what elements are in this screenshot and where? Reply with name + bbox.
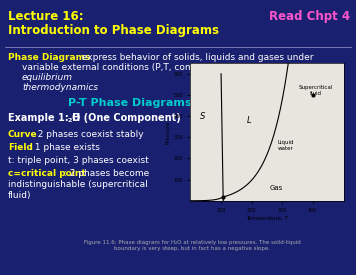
Text: L: L bbox=[246, 116, 251, 125]
Text: Figure 11.6: Phase diagram for H₂O at relatively low pressures. The solid-liquid: Figure 11.6: Phase diagram for H₂O at re… bbox=[84, 240, 300, 251]
X-axis label: Temperature, T: Temperature, T bbox=[246, 216, 288, 221]
Text: : 2 phases become: : 2 phases become bbox=[64, 169, 149, 178]
Text: c=critical point: c=critical point bbox=[8, 169, 86, 178]
Text: variable external conditions (P,T, composition) according to: variable external conditions (P,T, compo… bbox=[22, 63, 295, 72]
Text: : 1 phase exists: : 1 phase exists bbox=[29, 143, 100, 152]
Text: Field: Field bbox=[8, 143, 33, 152]
Text: fluid): fluid) bbox=[8, 191, 31, 200]
Text: Example 1: H: Example 1: H bbox=[8, 113, 80, 123]
Text: indistinguishable (supercritical: indistinguishable (supercritical bbox=[8, 180, 148, 189]
Text: Supercritical
fluid: Supercritical fluid bbox=[299, 85, 333, 96]
Text: P-T Phase Diagrams: P-T Phase Diagrams bbox=[68, 98, 192, 108]
Text: Gas: Gas bbox=[269, 185, 283, 191]
Text: equilibrium: equilibrium bbox=[22, 73, 73, 82]
Text: S: S bbox=[200, 112, 205, 121]
Text: Lecture 16:: Lecture 16: bbox=[8, 10, 84, 23]
Text: O (One Component): O (One Component) bbox=[72, 113, 181, 123]
Text: : 2 phases coexist stably: : 2 phases coexist stably bbox=[32, 130, 143, 139]
Text: Read Chpt 4: Read Chpt 4 bbox=[269, 10, 350, 23]
Text: Liquid
water: Liquid water bbox=[277, 140, 294, 151]
Text: : express behavior of solids, liquids and gases under: : express behavior of solids, liquids an… bbox=[76, 53, 314, 62]
Y-axis label: Pressure: Pressure bbox=[166, 120, 171, 144]
Text: Curve: Curve bbox=[8, 130, 38, 139]
Text: Phase Diagrams: Phase Diagrams bbox=[8, 53, 90, 62]
Text: 2: 2 bbox=[68, 118, 72, 123]
Text: t: triple point, 3 phases coexist: t: triple point, 3 phases coexist bbox=[8, 156, 149, 165]
Text: thermodynamics: thermodynamics bbox=[22, 83, 98, 92]
Text: Introduction to Phase Diagrams: Introduction to Phase Diagrams bbox=[8, 24, 219, 37]
